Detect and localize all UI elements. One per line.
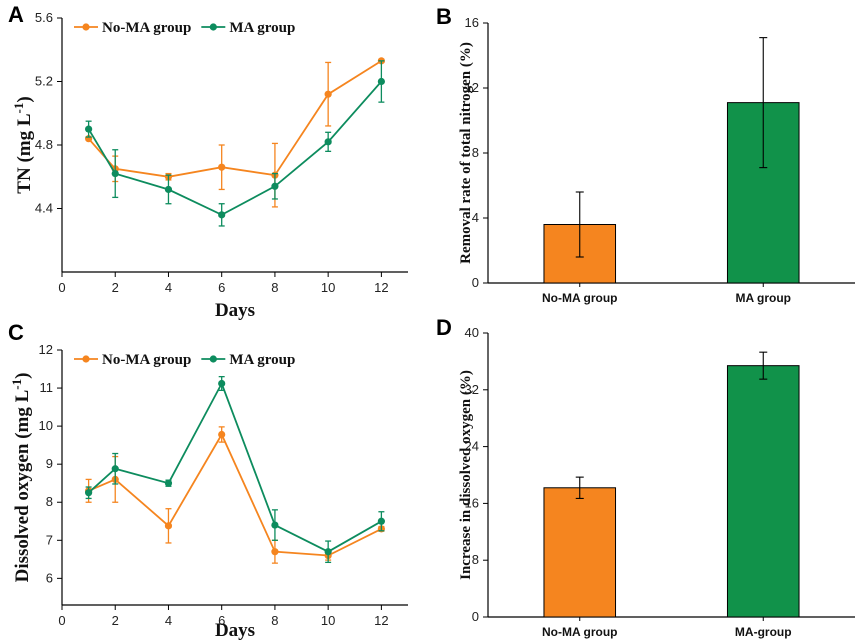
category-label: No-MA group (542, 291, 618, 305)
panel-label: D (436, 315, 452, 340)
y-axis-title: Dissolved oxygen (mg L-1) (9, 373, 34, 583)
data-point (85, 489, 93, 497)
x-tick-label: 0 (58, 280, 65, 295)
y-tick-label: 16 (465, 495, 479, 510)
data-point (377, 77, 385, 86)
x-tick-label: 12 (374, 613, 388, 628)
y-axis-title: TN (mg L-1) (11, 96, 36, 193)
data-point (218, 211, 226, 219)
legend-marker (209, 355, 217, 363)
category-label: MA group (735, 291, 791, 305)
panel-c-dissolved-oxygen-line-chart: C 0 2 4 6 8 10 12 6 7 8 9 10 11 12 Days Dissolved oxygen… (8, 320, 408, 641)
y-tick-label: 9 (46, 456, 53, 471)
y-tick-label: 8 (472, 145, 479, 160)
legend-label: No-MA group (102, 352, 191, 368)
y-axis-title: Removal rate of total nitrogen (%) (458, 42, 474, 264)
y-tick-label: 32 (465, 382, 479, 397)
x-tick-label: 12 (374, 280, 388, 295)
data-point (324, 90, 332, 98)
legend-label: No-MA group (102, 20, 191, 36)
data-point (377, 517, 385, 525)
data-point (324, 548, 332, 556)
x-tick-label: 8 (271, 280, 278, 295)
data-point (271, 548, 279, 556)
panel-d-do-increase-bar-chart: D 0 8 16 24 32 40 Increase in dissolved oxygen … (436, 315, 855, 639)
y-tick-label: 0 (472, 275, 479, 290)
y-tick-label: 7 (46, 532, 53, 547)
y-tick-label: 0 (472, 609, 479, 624)
legend-label: MA group (229, 20, 295, 36)
x-tick-label: 4 (165, 613, 172, 628)
y-tick-label: 4 (472, 210, 479, 225)
series-line (88, 432, 382, 557)
panel-label: C (8, 320, 24, 345)
category-label: No-MA group (542, 625, 618, 639)
data-point (271, 182, 279, 190)
series-line (87, 60, 382, 178)
data-point (218, 430, 226, 439)
category-label: MA-group (735, 625, 792, 639)
data-point (164, 479, 173, 487)
x-axis-title: Days (215, 620, 255, 641)
data-point (164, 522, 173, 530)
data-point (85, 125, 93, 133)
legend-marker (209, 23, 217, 31)
x-tick-label: 0 (58, 613, 65, 628)
y-tick-label: 5.6 (35, 10, 53, 25)
x-tick-label: 2 (112, 280, 119, 295)
bar (543, 487, 617, 618)
data-point (111, 465, 119, 473)
y-tick-label: 4.8 (35, 137, 53, 152)
y-axis-title: Increase in dissolved oxygen (%) (458, 370, 474, 580)
legend-marker (82, 355, 90, 363)
x-axis-title: Days (215, 300, 255, 321)
series-line (87, 80, 383, 216)
data-point (218, 163, 226, 171)
y-tick-label: 10 (39, 418, 53, 433)
x-tick-label: 10 (321, 280, 335, 295)
data-point (324, 138, 332, 146)
y-tick-label: 5.2 (35, 74, 53, 89)
data-point (111, 169, 119, 178)
panel-b-tn-removal-bar-chart: B 0 4 8 12 16 Removal rate of total nitrogen (… (436, 4, 855, 305)
y-tick-label: 24 (465, 439, 479, 454)
y-tick-label: 4.4 (35, 201, 53, 216)
x-tick-label: 6 (218, 280, 225, 295)
x-tick-label: 2 (112, 613, 119, 628)
y-tick-label: 8 (472, 552, 479, 567)
y-tick-label: 40 (465, 325, 479, 340)
x-tick-label: 8 (271, 613, 278, 628)
y-tick-label: 6 (46, 570, 53, 585)
x-tick-label: 6 (218, 613, 225, 628)
bar (726, 365, 800, 618)
data-point (164, 185, 173, 194)
legend-marker (82, 23, 90, 31)
y-tick-label: 12 (465, 80, 479, 95)
y-tick-label: 16 (465, 15, 479, 30)
panel-label: B (436, 4, 452, 29)
x-tick-label: 4 (165, 280, 172, 295)
series-line (87, 381, 382, 553)
data-point (271, 521, 279, 529)
data-point (218, 379, 226, 388)
y-tick-label: 11 (40, 380, 54, 395)
x-tick-label: 10 (321, 613, 335, 628)
y-tick-label: 12 (39, 342, 53, 357)
legend-label: MA group (229, 352, 295, 368)
panel-label: A (8, 2, 24, 27)
panel-a-tn-line-chart: A 0 2 4 6 8 10 12 4.4 4.8 5.2 5.6 Days TN (mg L-1) No-… (8, 2, 408, 321)
y-tick-label: 8 (46, 494, 53, 509)
